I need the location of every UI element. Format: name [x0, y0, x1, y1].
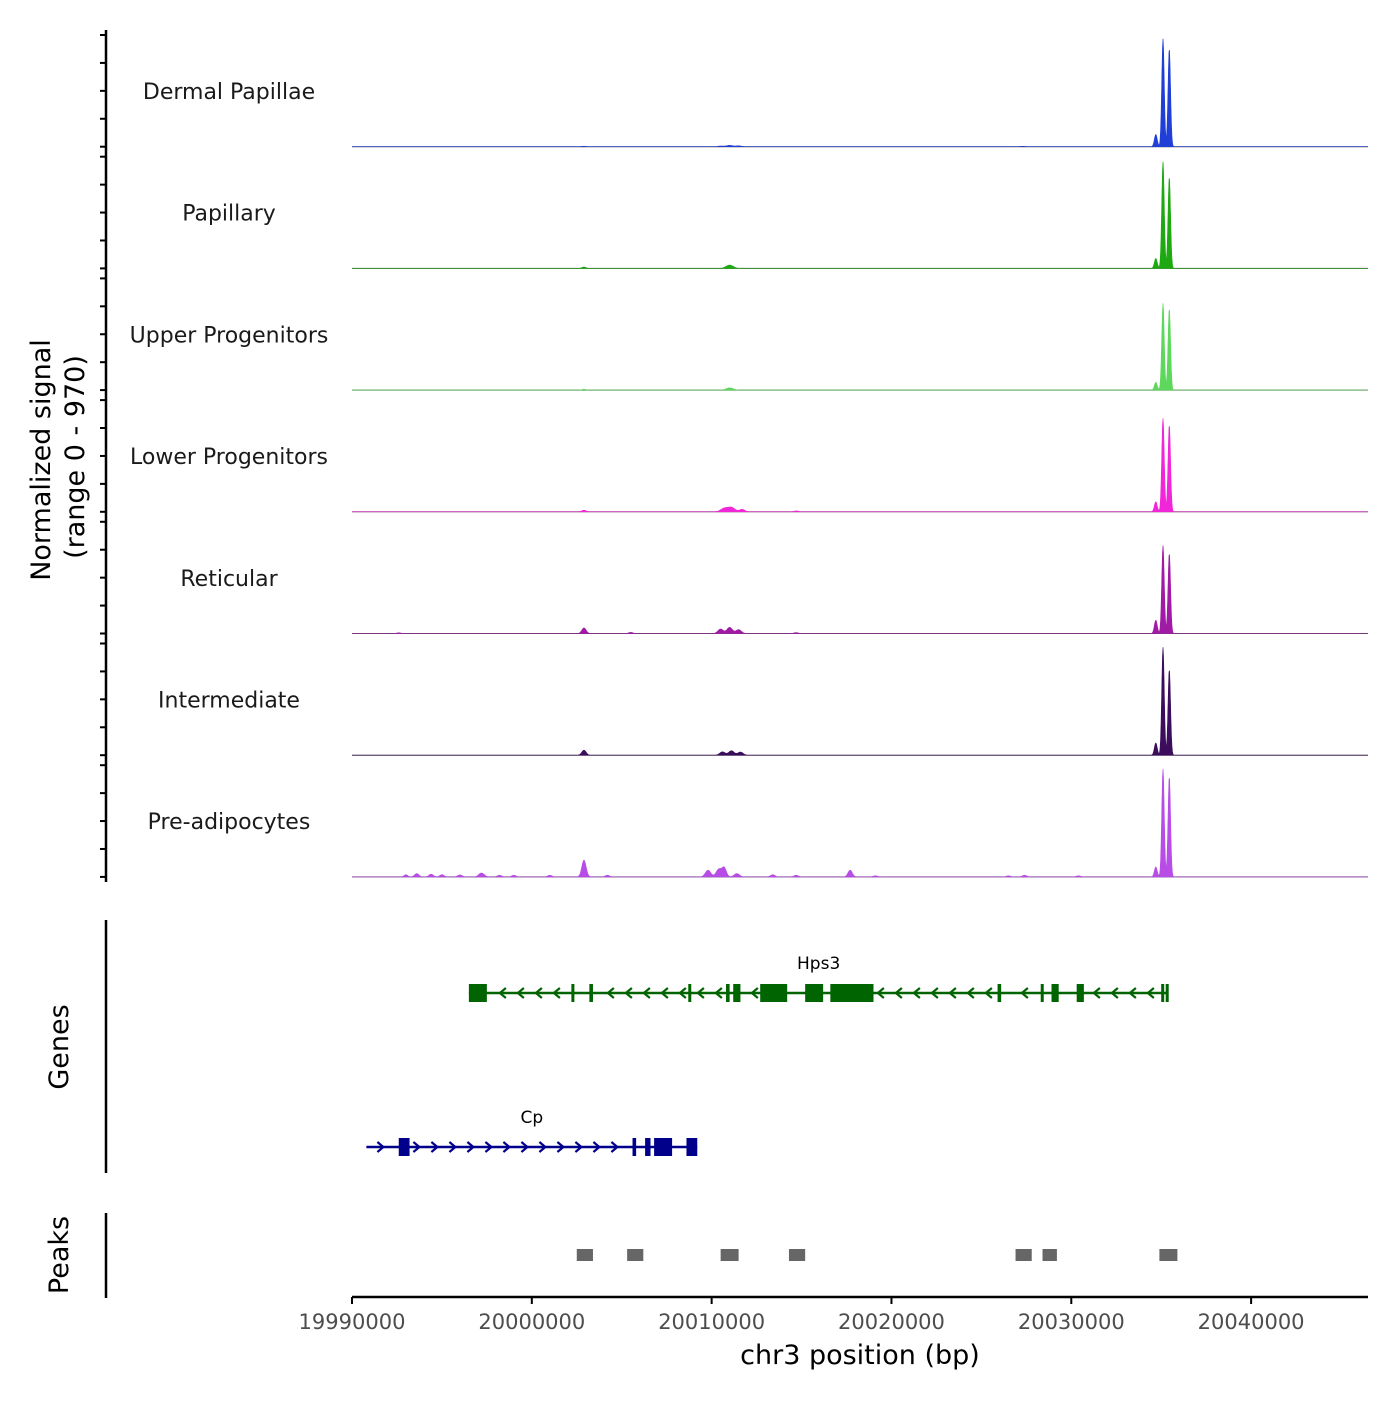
gene-label: Hps3 — [797, 954, 840, 974]
strand-arrow — [1110, 987, 1119, 999]
strand-arrow — [1128, 987, 1137, 999]
exon — [830, 984, 874, 1002]
coverage-area-papillary — [352, 161, 1368, 269]
strand-arrow — [448, 1141, 458, 1153]
exon — [997, 984, 1002, 1002]
strand-arrow — [876, 987, 885, 999]
strand-arrow — [1092, 987, 1101, 999]
exon — [654, 1138, 673, 1156]
strand-arrow — [750, 987, 759, 999]
strand-arrow — [592, 1141, 602, 1153]
exon — [645, 1138, 651, 1156]
peaks-track-title: Peaks — [44, 1216, 75, 1294]
exon — [733, 984, 741, 1002]
coverage-area-reticular — [352, 545, 1368, 634]
x-tick-label: 20010000 — [658, 1310, 765, 1334]
strand-arrow — [538, 1141, 548, 1153]
strand-arrow — [642, 987, 651, 999]
gene-label: Cp — [520, 1108, 543, 1128]
strand-arrow — [912, 987, 921, 999]
strand-arrow — [430, 1141, 440, 1153]
strand-arrow — [574, 1141, 584, 1153]
strand-arrow — [984, 987, 993, 999]
track-label: Reticular — [180, 567, 278, 592]
strand-arrow — [1020, 987, 1029, 999]
peak-region — [720, 1249, 739, 1261]
coverage-area-lower-progenitors — [352, 418, 1368, 513]
track-label: Pre-adipocytes — [148, 810, 311, 835]
strand-arrow — [520, 1141, 530, 1153]
coverage-area-intermediate — [352, 647, 1368, 756]
exon — [398, 1138, 410, 1156]
exon — [726, 984, 730, 1002]
track-label: Papillary — [182, 202, 276, 227]
exon — [760, 984, 788, 1002]
coverage-tracks: Dermal Papillae Papillary Upper Progenitor… — [100, 30, 1368, 882]
track-label: Dermal Papillae — [143, 80, 315, 105]
x-tick-label: 20030000 — [1018, 1310, 1125, 1334]
strand-arrow — [484, 1141, 494, 1153]
exon — [1051, 984, 1059, 1002]
peak-region — [1042, 1249, 1057, 1261]
x-tick-label: 19990000 — [299, 1310, 406, 1334]
strand-arrow — [948, 987, 957, 999]
strand-arrow — [534, 987, 543, 999]
strand-arrow — [660, 987, 669, 999]
exon — [571, 984, 575, 1002]
x-tick-label: 20020000 — [838, 1310, 945, 1334]
exon — [632, 1138, 637, 1156]
coverage-area-upper-progenitors — [352, 303, 1368, 391]
strand-arrow — [466, 1141, 476, 1153]
strand-arrow — [498, 987, 507, 999]
track-label: Lower Progenitors — [130, 445, 328, 470]
peak-region — [576, 1249, 593, 1261]
exon — [1161, 984, 1165, 1002]
strand-arrow — [376, 1141, 386, 1153]
genes-track-title: Genes — [44, 1004, 75, 1089]
track-label: Intermediate — [158, 689, 300, 714]
strand-arrow — [714, 987, 723, 999]
strand-arrow — [412, 1141, 422, 1153]
gene-annotation-track: Hps3 Cp — [104, 920, 1169, 1173]
y-axis-title-line2: (range 0 - 970) — [60, 355, 91, 559]
y-axis-title-line1: Normalized signal — [26, 339, 57, 581]
peak-region — [627, 1249, 644, 1261]
exon — [688, 984, 692, 1002]
exon — [589, 984, 593, 1002]
exon — [805, 984, 824, 1002]
strand-arrow — [624, 987, 633, 999]
strand-arrow — [696, 987, 705, 999]
strand-arrow — [606, 987, 615, 999]
strand-arrow — [1146, 987, 1155, 999]
x-axis: 19990000 20000000 20010000 20020000 20030000… — [299, 1295, 1368, 1334]
strand-arrow — [556, 1141, 566, 1153]
strand-arrow — [552, 987, 561, 999]
track-label: Upper Progenitors — [130, 323, 329, 348]
x-tick-label: 20040000 — [1198, 1310, 1305, 1334]
exon — [468, 984, 487, 1002]
coverage-area-pre-adipocytes — [352, 768, 1368, 878]
peak-region — [1015, 1249, 1032, 1261]
strand-arrow — [502, 1141, 512, 1153]
peak-region — [788, 1249, 806, 1261]
exon — [1076, 984, 1084, 1002]
strand-arrow — [930, 987, 939, 999]
strand-arrow — [610, 1141, 620, 1153]
strand-arrow — [894, 987, 903, 999]
strand-arrow — [678, 987, 687, 999]
exon — [1165, 984, 1169, 1002]
coverage-area-dermal-papillae — [352, 38, 1368, 147]
strand-arrow — [966, 987, 975, 999]
exon — [686, 1138, 698, 1156]
peak-region — [1159, 1249, 1178, 1261]
peaks-track — [104, 1213, 1178, 1298]
x-axis-title: chr3 position (bp) — [740, 1340, 980, 1371]
x-tick-label: 20000000 — [478, 1310, 585, 1334]
strand-arrow — [516, 987, 525, 999]
exon — [1040, 984, 1044, 1002]
